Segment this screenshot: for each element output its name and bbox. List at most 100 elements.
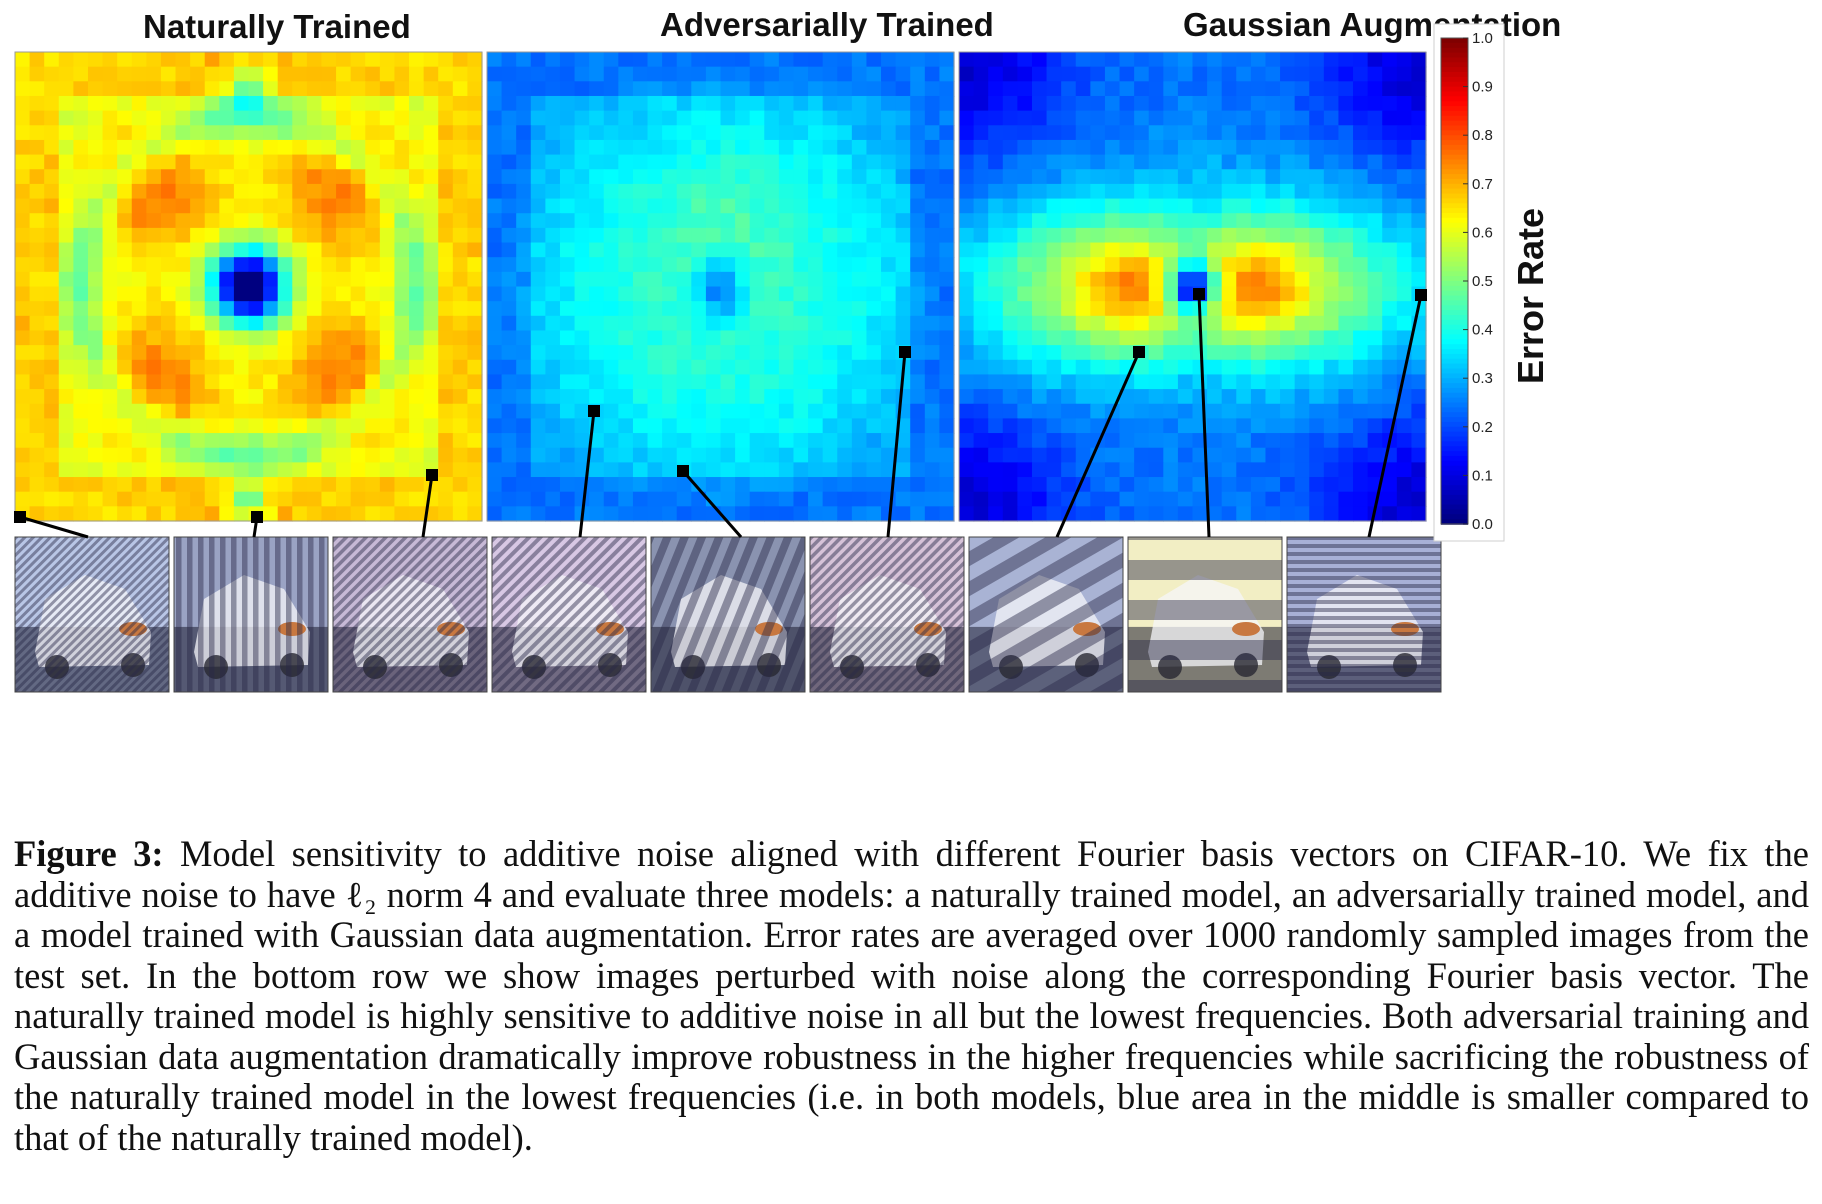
heatmap-cell xyxy=(1090,242,1106,258)
heatmap-cell xyxy=(160,477,177,493)
heatmap-cell xyxy=(1119,462,1135,478)
heatmap-cell xyxy=(501,301,517,317)
heatmap-cell xyxy=(15,183,31,200)
heatmap-cell xyxy=(632,301,649,317)
heatmap-cell xyxy=(603,389,619,405)
heatmap-cell xyxy=(1309,301,1325,317)
heatmap-cell xyxy=(1075,154,1091,170)
heatmap-cell xyxy=(175,139,191,156)
heatmap-cell xyxy=(131,462,147,478)
heatmap-cell xyxy=(306,198,323,214)
heatmap-cell xyxy=(1002,81,1018,97)
heatmap-cell xyxy=(1236,286,1252,302)
heatmap-cell xyxy=(851,433,868,449)
heatmap-cell xyxy=(618,286,634,302)
heatmap-cell xyxy=(423,315,439,332)
heatmap-cell xyxy=(822,154,838,170)
colorbar-segment xyxy=(1441,67,1468,73)
heatmap-cell xyxy=(603,286,619,302)
colorbar-segment xyxy=(1441,42,1468,49)
heatmap-cell xyxy=(1046,315,1062,332)
heatmap-cell xyxy=(1177,81,1194,97)
heatmap-cell xyxy=(487,345,503,361)
heatmap-cell xyxy=(1134,301,1150,317)
heatmap-cell xyxy=(501,169,517,185)
heatmap-cell xyxy=(895,95,911,112)
heatmap-cell xyxy=(190,66,206,82)
heatmap-cell xyxy=(1061,227,1077,244)
heatmap-cell xyxy=(1046,198,1062,214)
heatmap-cell xyxy=(58,345,74,361)
heatmap-cell xyxy=(306,125,323,141)
heatmap-cell xyxy=(190,506,206,522)
heatmap-cell xyxy=(117,271,133,288)
heatmap-cell xyxy=(808,389,824,405)
heatmap-cell xyxy=(1163,389,1179,405)
heatmap-cell xyxy=(1061,433,1077,449)
heatmap-cell xyxy=(1411,271,1427,288)
heatmap-cell xyxy=(277,491,293,507)
heatmap-cell xyxy=(394,183,410,200)
heatmap-cell xyxy=(350,52,366,68)
heatmap-cell xyxy=(73,389,89,405)
heatmap-cell xyxy=(15,257,31,273)
heatmap-cell xyxy=(248,52,264,68)
heatmap-cell xyxy=(1338,52,1354,68)
heatmap-cell xyxy=(321,345,337,361)
heatmap-cell xyxy=(973,286,989,302)
heatmap-cell xyxy=(851,183,868,200)
heatmap-cell xyxy=(292,213,308,229)
heatmap-cell xyxy=(44,345,60,361)
heatmap-cell xyxy=(764,169,780,185)
colorbar-segment xyxy=(1441,106,1468,112)
heatmap-cell xyxy=(467,242,483,258)
heatmap-cell xyxy=(676,66,692,82)
heatmap-cell xyxy=(691,198,707,214)
heatmap-cell xyxy=(102,315,118,332)
heatmap-cell xyxy=(691,183,707,200)
colorbar-segment xyxy=(1441,217,1468,224)
heatmap-cell xyxy=(939,506,955,522)
heatmap-cell xyxy=(603,345,619,361)
heatmap-cell xyxy=(973,183,989,200)
heatmap-cell xyxy=(1119,403,1135,420)
heatmap-cell xyxy=(1075,433,1091,449)
heatmap-cell xyxy=(219,213,235,229)
heatmap-cell xyxy=(1061,257,1077,273)
heatmap-cell xyxy=(1134,389,1150,405)
heatmap-cell xyxy=(705,433,722,449)
heatmap-cell xyxy=(467,183,483,200)
heatmap-cell xyxy=(662,418,678,434)
heatmap-cell xyxy=(58,330,74,346)
heatmap-cell xyxy=(1090,477,1106,493)
heatmap-cell xyxy=(87,271,104,288)
heatmap-cell xyxy=(321,491,337,507)
heatmap-cell xyxy=(175,198,191,214)
heatmap-cell xyxy=(1353,433,1369,449)
heatmap-cell xyxy=(632,139,649,156)
heatmap-cell xyxy=(749,418,765,434)
heatmap-cell xyxy=(1075,418,1091,434)
heatmap-cell xyxy=(423,301,439,317)
heatmap-cell xyxy=(1309,110,1325,126)
heatmap-cell xyxy=(1294,477,1310,493)
heatmap-cell xyxy=(1294,418,1310,434)
heatmap-cell xyxy=(589,169,605,185)
heatmap-cell xyxy=(452,66,468,82)
heatmap-cell xyxy=(647,418,663,434)
frequency-marker xyxy=(1133,346,1145,358)
heatmap-cell xyxy=(1207,359,1223,376)
heatmap-cell xyxy=(1265,462,1281,478)
heatmap-cell xyxy=(1236,257,1252,273)
heatmap-cell xyxy=(423,125,439,141)
heatmap-cell xyxy=(1367,125,1383,141)
heatmap-cell xyxy=(939,169,955,185)
heatmap-cell xyxy=(822,271,838,288)
heatmap-cell xyxy=(102,125,118,141)
heatmap-cell xyxy=(618,330,634,346)
heatmap-cell xyxy=(487,447,503,463)
heatmap-cell xyxy=(1090,359,1106,376)
heatmap-cell xyxy=(146,389,162,405)
heatmap-cell xyxy=(487,198,503,214)
heatmap-cell xyxy=(1192,154,1208,170)
